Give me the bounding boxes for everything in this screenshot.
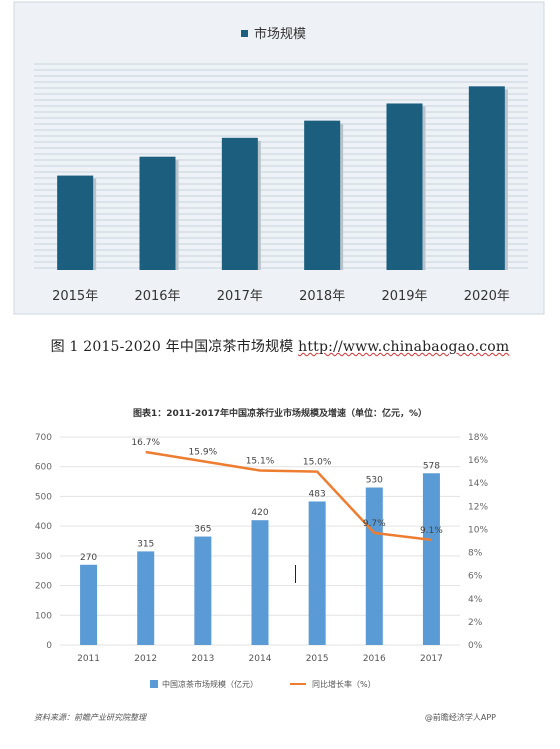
chart1-bar-2 [221,137,258,270]
chart1-bar-4 [386,103,423,270]
chart1-x-label: 2015年 [52,289,98,304]
chart2-line-label: 15.1% [246,457,275,467]
chart2-bar-label: 365 [194,525,211,535]
chart2-bar-2017 [422,473,440,645]
chart1-x-axis-labels: 2015年 2016年 2017年 2018年 2019年 2020年 [52,289,510,304]
data-source-note: 资料来源：前瞻产业研究院整理 [34,713,146,722]
chart2-x-label: 2012 [134,654,157,664]
chart1-bars [57,86,508,271]
chart2-bar-2014 [251,520,269,645]
chart2-left-tick: 700 [35,433,52,443]
chart1-x-label: 2018年 [299,289,345,304]
chart2-bar-2012 [137,551,155,645]
chart2-x-label: 2014 [249,654,272,664]
chart2-line-label: 9.7% [363,519,386,529]
chart2-bar-label: 420 [251,508,268,518]
chart2-bar-label: 315 [137,539,154,549]
chart1-bar-3 [304,120,341,271]
chart2-right-tick: 2% [468,618,483,628]
chart2-line-label: 15.0% [303,458,332,468]
chart2-line-label: 15.9% [189,447,218,457]
chart2-right-tick: 12% [468,502,488,512]
chart2-line-label: 16.7% [131,438,160,448]
chart2-right-tick: 16% [468,456,488,466]
chart1-x-label: 2017年 [217,289,263,304]
chart2-left-axis: 0 100 200 300 400 500 600 700 [35,433,52,651]
chart2-left-tick: 500 [35,492,52,502]
chart2-bar-label: 578 [423,461,440,471]
chart2-bar-2016 [365,487,383,645]
chart1-striped-background [34,63,528,269]
chart2-bar-label: 530 [366,476,383,486]
chart2-left-tick: 100 [35,611,52,621]
caption-text: 图 1 2015-2020 年中国凉茶市场规模 [50,339,299,355]
chart2-bar-2011 [80,564,98,645]
chart2-growth-polyline [145,450,432,542]
chart2-bars: 270 315 365 420 483 530 578 [80,461,440,645]
chart2-right-tick: 14% [468,479,488,489]
legend-bar-label: 中国凉茶市场规模（亿元） [162,679,258,689]
chart1-bar-1 [139,156,176,270]
chart2-bar-label: 483 [309,489,326,499]
chart2-right-tick: 6% [468,572,483,582]
chart2-right-tick: 10% [468,525,488,535]
chart1-legend-label: 市场规模 [254,26,306,42]
chart2-x-label: 2013 [191,654,214,664]
text-cursor-icon [295,565,296,583]
chart2-left-tick: 0 [46,641,52,651]
chart2-right-tick: 8% [468,549,483,559]
chart2-x-label: 2015 [306,654,329,664]
legend-line-label: 同比增长率（%） [312,679,376,689]
chart2-right-tick: 0% [468,641,483,651]
chart1-legend-swatch [241,30,248,37]
chart2-left-tick: 300 [35,552,52,562]
chart2-line-label: 9.1% [420,526,443,536]
chart2-left-tick: 400 [35,522,52,532]
chart2-right-tick: 18% [468,433,488,443]
chart1-x-label: 2020年 [464,289,510,304]
chart2-left-tick: 600 [35,463,52,473]
chart1-bar-5 [468,86,505,270]
chart2-growth-line: 16.7% 15.9% 15.1% 15.0% 9.7% 9.1% [131,438,443,542]
chart2-legend: 中国凉茶市场规模（亿元） 同比增长率（%） [150,679,376,689]
chart2-bar-label: 270 [80,553,97,563]
chart1-x-label: 2019年 [381,289,427,304]
chart2-x-label: 2011 [77,654,100,664]
chart2-right-axis: 0% 2% 4% 6% 8% 10% 12% 14% 16% 18% [468,433,488,651]
chart2-x-axis-labels: 2011 2012 2013 2014 2015 2016 2017 [77,654,443,664]
chart1-legend: 市场规模 [241,26,306,42]
chart2-title: 图表1：2011-2017年中国凉茶行业市场规模及增速（单位：亿元，%） [133,407,427,419]
chart2-x-label: 2016 [363,654,386,664]
chart2-left-tick: 200 [35,582,52,592]
chart2-right-tick: 4% [468,595,483,605]
caption-url[interactable]: http://www.chinabaogao.com [298,339,510,355]
chart2-x-label: 2017 [420,654,443,664]
chart1-x-label: 2016年 [134,289,180,304]
market-size-bar-chart: 市场规模 2015年 2016年 2017年 2018年 2019年 2020年 [13,1,545,315]
figure-caption: 图 1 2015-2020 年中国凉茶市场规模 http://www.china… [0,336,560,356]
market-size-growth-chart: 图表1：2011-2017年中国凉茶行业市场规模及增速（单位：亿元，%） 0 10… [35,407,489,689]
chart2-bar-2015 [308,501,326,645]
chart2-bar-2013 [194,536,212,645]
legend-bar-swatch [150,680,158,688]
chart1-bar-0 [57,175,94,270]
app-attribution: @前瞻经济学人APP [424,713,496,722]
